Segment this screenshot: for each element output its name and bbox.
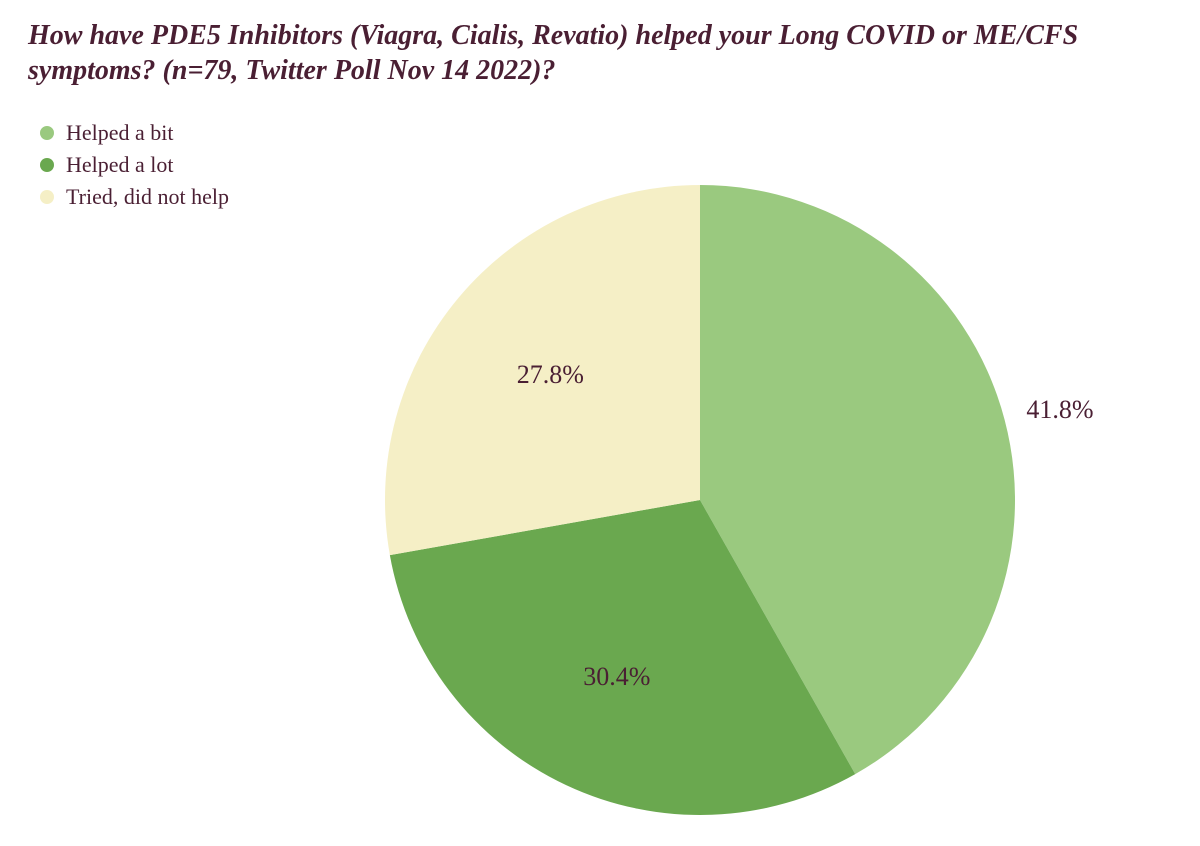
chart-legend: Helped a bit Helped a lot Tried, did not h…	[40, 120, 229, 216]
slice-value-label: 30.4%	[583, 662, 650, 692]
legend-swatch-icon	[40, 158, 54, 172]
legend-swatch-icon	[40, 126, 54, 140]
legend-label: Helped a lot	[66, 152, 174, 178]
slice-value-label: 27.8%	[517, 360, 584, 390]
pie-svg	[385, 185, 1015, 815]
legend-label: Tried, did not help	[66, 184, 229, 210]
legend-item: Helped a bit	[40, 120, 229, 146]
legend-item: Tried, did not help	[40, 184, 229, 210]
chart-title: How have PDE5 Inhibitors (Viagra, Cialis…	[28, 18, 1172, 88]
chart-container: { "chart": { "type": "pie", "title": "Ho…	[0, 0, 1200, 846]
legend-item: Helped a lot	[40, 152, 229, 178]
legend-swatch-icon	[40, 190, 54, 204]
slice-value-label: 41.8%	[1026, 395, 1093, 425]
legend-label: Helped a bit	[66, 120, 174, 146]
pie-chart	[385, 185, 1015, 815]
